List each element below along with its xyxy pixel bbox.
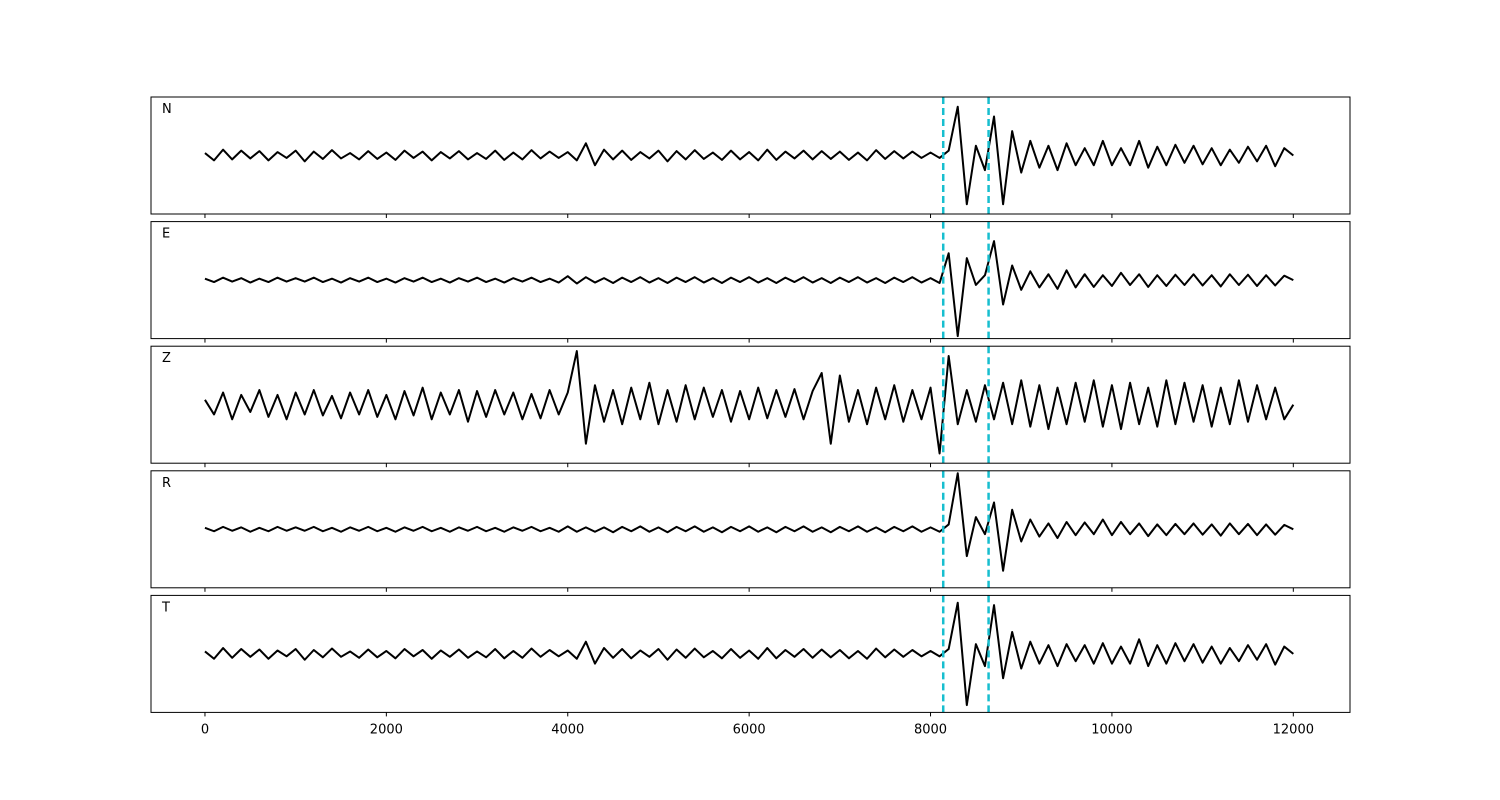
panel-frame xyxy=(150,470,1351,589)
waveform xyxy=(204,472,1294,572)
x-tick-label: 2000 xyxy=(370,722,403,737)
panel-frame xyxy=(150,345,1351,464)
x-tick-label: 4000 xyxy=(551,722,584,737)
waveform xyxy=(204,601,1294,707)
x-tick-label: 0 xyxy=(201,722,209,737)
panel-label: N xyxy=(162,102,172,117)
panel-label: E xyxy=(162,227,170,242)
waveform xyxy=(204,350,1295,455)
panel-frame xyxy=(150,96,1351,215)
panel-label: R xyxy=(162,476,171,491)
panel-frame xyxy=(150,221,1351,340)
waveform xyxy=(204,240,1294,338)
waveform xyxy=(204,105,1294,206)
x-tick-label: 8000 xyxy=(914,722,947,737)
x-tick-label: 6000 xyxy=(733,722,766,737)
x-tick-label: 10000 xyxy=(1091,722,1132,737)
panel-frame xyxy=(150,594,1351,713)
x-tick-label: 12000 xyxy=(1273,722,1314,737)
panel-label: T xyxy=(161,600,170,615)
panel-label: Z xyxy=(162,351,171,366)
